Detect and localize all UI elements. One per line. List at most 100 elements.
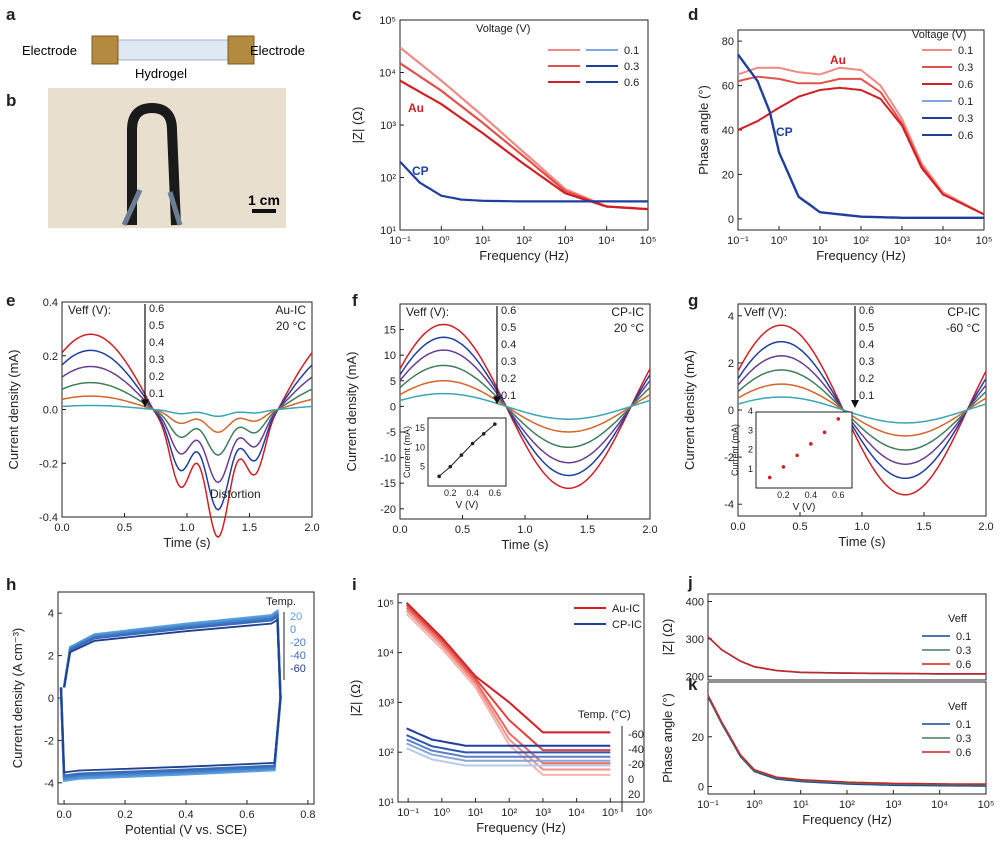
cv-loop xyxy=(60,618,282,774)
legend-title: Veff xyxy=(948,613,968,625)
sine-curve xyxy=(61,404,313,418)
y-tick-label: 0 xyxy=(48,693,54,705)
y-tick-label: -15 xyxy=(380,478,396,490)
legend-label: 0.3 xyxy=(956,645,971,657)
panel-d-phase: 10⁻¹ 10⁰ 10¹ 10² 10³ 10⁴ 10⁵ 0 20 40 60 80 Frequency… xyxy=(696,29,992,263)
x-tick-label: 10⁴ xyxy=(568,807,585,819)
inset-x-tick-label: 0.2 xyxy=(777,490,790,500)
x-tick-label: 10⁵ xyxy=(640,235,657,247)
y-tick-label: 10³ xyxy=(378,697,394,709)
legend-title: Voltage (V) xyxy=(912,29,966,41)
panel-i-impedance: 10⁻¹ 10⁰ 10¹ 10² 10³ 10⁴ 10⁵ 10⁶ 10¹ 10² 10³ 10⁴ 10⁵… xyxy=(348,593,652,835)
sine-curve xyxy=(61,395,313,434)
legend-label: 0.1 xyxy=(956,719,971,731)
legend-label: 0.1 xyxy=(624,45,639,57)
annotation-device: CP-IC xyxy=(611,305,644,319)
panel-j-impedance: 200 300 400 |Z| (Ω) Veff 0.1 0.3 0.6 xyxy=(660,593,987,683)
panel-label-b: b xyxy=(6,91,16,110)
annotation-temp: 20 °C xyxy=(276,319,306,333)
y-tick-label: 300 xyxy=(686,634,704,646)
temp-label: 0 xyxy=(628,774,634,786)
y-tick-label: 10² xyxy=(378,747,394,759)
panel-label-g: g xyxy=(688,291,698,310)
x-tick-label: 10⁻¹ xyxy=(727,235,749,247)
inset-point xyxy=(448,464,453,469)
voltage-label: 0.3 xyxy=(149,354,164,366)
series-line xyxy=(707,695,986,786)
inset-y-tick-label: 5 xyxy=(420,462,425,472)
voltage-label: 0.3 xyxy=(501,356,516,368)
x-axis-label: Time (s) xyxy=(163,535,210,550)
voltage-label: 0.1 xyxy=(501,390,516,402)
inset-point xyxy=(493,422,497,426)
series-au-0.6 xyxy=(737,86,985,216)
x-tick-label: 10² xyxy=(853,235,869,247)
panel-label-d: d xyxy=(688,5,698,24)
x-tick-label: 0.0 xyxy=(730,521,745,533)
y-axis-label: Phase angle (°) xyxy=(696,85,711,175)
sine-curve xyxy=(737,324,987,496)
legend-title: Veff xyxy=(948,701,968,713)
inset-frame xyxy=(755,411,853,489)
voltage-label: 0.6 xyxy=(501,305,516,317)
y-tick-label: 2 xyxy=(48,651,54,663)
panel-e-time: 0.0 0.5 1.0 1.5 2.0 -0.4 -0.2 0.0 0.2 0.4 Time (s)… xyxy=(6,297,320,550)
x-tick-label: 10² xyxy=(501,807,517,819)
x-tick-label: 0.4 xyxy=(178,809,193,821)
y-tick-label: 60 xyxy=(722,81,734,93)
voltage-label: 0.1 xyxy=(149,388,164,400)
voltage-label: 0.6 xyxy=(859,305,874,317)
x-tick-label: 10² xyxy=(516,235,532,247)
inset-point xyxy=(470,441,475,446)
y-tick-label: -4 xyxy=(724,499,734,511)
y-tick-label: 4 xyxy=(728,311,734,323)
sine-curve xyxy=(737,396,987,424)
x-axis-label: Time (s) xyxy=(501,537,548,552)
inset: 0.2 0.4 0.6 1 2 3 4 V (V) Current (mA) xyxy=(730,406,853,513)
right-electrode xyxy=(227,35,255,65)
y-tick-label: 4 xyxy=(48,608,54,620)
panel-b-photo: 1 cm xyxy=(48,88,286,228)
inset-y-label: Current (mA) xyxy=(402,426,412,478)
x-tick-label: 0.5 xyxy=(792,521,807,533)
y-tick-label: 15 xyxy=(384,325,396,337)
inset-fit-line xyxy=(438,423,496,477)
y-tick-label: 0.4 xyxy=(43,297,58,309)
panel-label-e: e xyxy=(6,291,15,310)
panel-f-time: 0.0 0.5 1.0 1.5 2.0 -20 -15 -10 -5 0 5 10 15 Time (s)… xyxy=(344,303,658,552)
legend-title: Voltage (V) xyxy=(476,23,530,35)
voltage-label: 0.2 xyxy=(859,373,874,385)
x-tick-label: 10³ xyxy=(557,235,573,247)
series-au-0.3 xyxy=(737,75,985,216)
plot-frame xyxy=(399,19,649,231)
legend-label: 0.3 xyxy=(624,61,639,73)
sine-curve xyxy=(399,392,651,420)
y-axis-label: |Z| (Ω) xyxy=(660,619,675,656)
au-curve xyxy=(405,604,611,752)
legend-label: Au-IC xyxy=(612,603,640,615)
y-axis-label: |Z| (Ω) xyxy=(350,107,365,144)
x-tick-label: 10⁴ xyxy=(598,235,615,247)
inset-x-label: V (V) xyxy=(456,500,479,511)
x-tick-label: 1.0 xyxy=(179,522,194,534)
x-tick-label: 1.0 xyxy=(854,521,869,533)
left-electrode xyxy=(91,35,119,65)
series-cp xyxy=(399,160,648,203)
series-line xyxy=(707,636,986,675)
inset-x-tick-label: 0.6 xyxy=(832,490,845,500)
x-tick-label: 0.5 xyxy=(117,522,132,534)
plot-frame xyxy=(397,593,645,803)
annotation-temp: 20 °C xyxy=(614,321,644,335)
plot-frame xyxy=(707,593,987,681)
x-axis-label: Time (s) xyxy=(838,534,885,549)
au-curve xyxy=(405,609,611,771)
legend-title: Veff (V): xyxy=(406,305,449,319)
legend-title: Temp. xyxy=(266,596,296,608)
series-line xyxy=(707,636,986,675)
panel-label-i: i xyxy=(352,575,357,594)
y-tick-label: 10 xyxy=(384,350,396,362)
inset-point xyxy=(836,417,841,421)
legend-label: 0.1 xyxy=(958,45,973,57)
wires xyxy=(121,188,183,227)
